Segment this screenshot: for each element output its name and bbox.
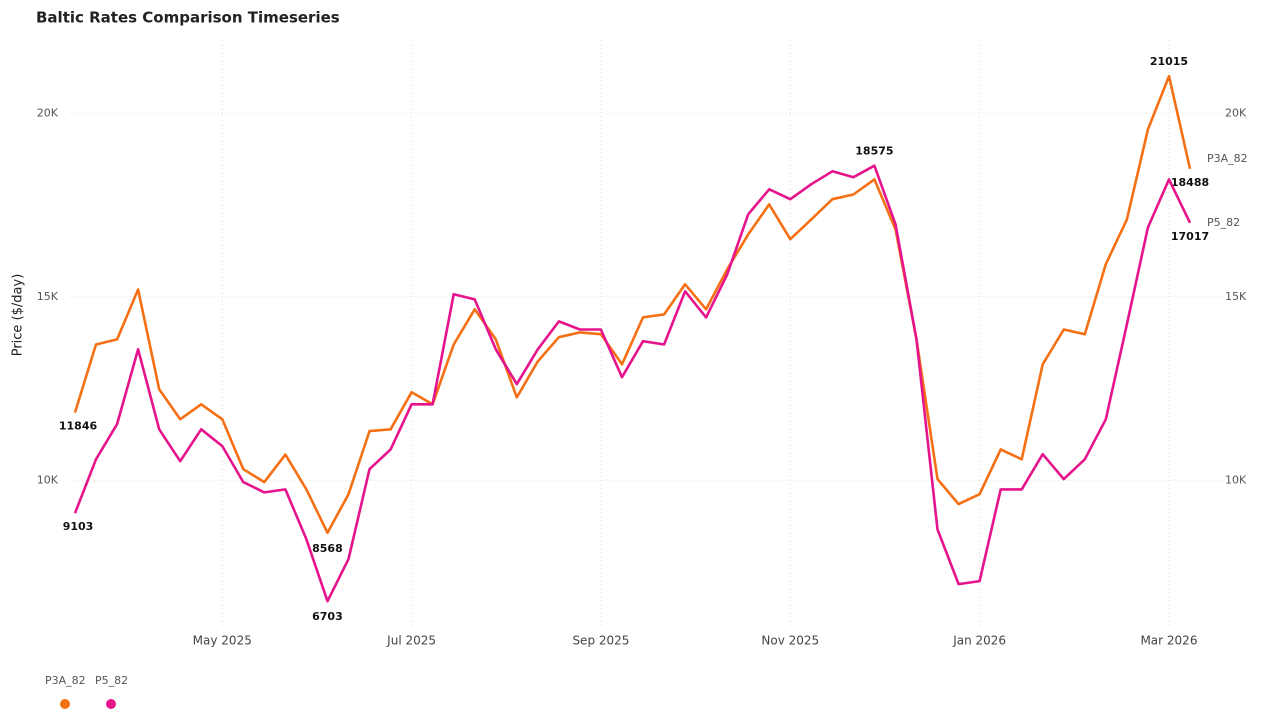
x-tick-label: Jan 2026 bbox=[952, 634, 1006, 648]
y-axis-title: Price ($/day) bbox=[11, 274, 26, 357]
chart-title: Baltic Rates Comparison Timeseries bbox=[36, 9, 340, 27]
y2-tick-label: 15K bbox=[1225, 290, 1247, 303]
data-label: 11846 bbox=[59, 420, 98, 433]
y-tick-label: 20K bbox=[37, 106, 59, 119]
data-label: 17017 bbox=[1171, 230, 1209, 243]
x-tick-label: May 2025 bbox=[193, 634, 252, 648]
data-label: 18488 bbox=[1171, 176, 1209, 189]
legend-label: P5_82 bbox=[95, 674, 128, 687]
legend-marker bbox=[60, 699, 70, 709]
y-tick-label: 15K bbox=[37, 290, 59, 303]
series-end-label: P3A_82 bbox=[1207, 152, 1248, 165]
data-label: 18575 bbox=[855, 145, 893, 158]
data-label: 21015 bbox=[1150, 55, 1188, 68]
series-line bbox=[73, 164, 1192, 603]
series-line bbox=[73, 74, 1192, 535]
x-tick-label: Jul 2025 bbox=[386, 634, 436, 648]
y2-tick-label: 20K bbox=[1225, 106, 1247, 119]
y2-tick-label: 10K bbox=[1225, 473, 1247, 486]
series-end-label: P5_82 bbox=[1207, 216, 1240, 229]
x-tick-label: Sep 2025 bbox=[572, 634, 629, 648]
data-label: 8568 bbox=[312, 542, 343, 555]
y-tick-label: 10K bbox=[37, 473, 59, 486]
legend-label: P3A_82 bbox=[45, 674, 86, 687]
data-label: 9103 bbox=[63, 520, 94, 533]
x-tick-label: Mar 2026 bbox=[1140, 634, 1197, 648]
x-tick-label: Nov 2025 bbox=[761, 634, 819, 648]
data-label: 6703 bbox=[312, 610, 343, 623]
legend-marker bbox=[106, 699, 116, 709]
